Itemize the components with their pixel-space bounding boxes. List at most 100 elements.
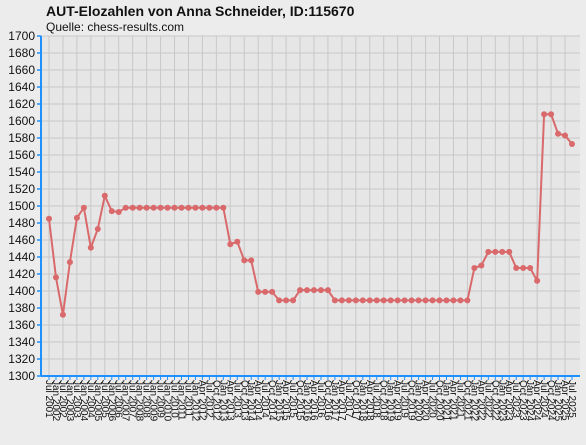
x-tick-label: Apr 2021: [447, 380, 458, 421]
x-tick-label: Jan 2008: [134, 380, 145, 422]
data-point: [317, 287, 324, 294]
x-tick-label: Jan 2010: [162, 380, 173, 422]
data-point: [527, 265, 534, 272]
data-point: [255, 288, 262, 295]
data-point: [366, 297, 373, 304]
data-point: [94, 225, 101, 232]
data-point: [534, 277, 541, 284]
data-point: [492, 248, 499, 255]
x-tick-label: Apr 2019: [392, 380, 403, 421]
y-tick-label: 1560: [8, 148, 35, 162]
y-tick-label: 1440: [8, 250, 35, 264]
x-tick-label: Jul 2019: [399, 380, 410, 418]
data-point: [485, 248, 492, 255]
x-tick-label: Jul 2003: [71, 380, 82, 418]
series-line: [48, 113, 573, 315]
x-tick-label: Jan 2021: [440, 380, 451, 422]
data-point: [234, 238, 241, 245]
x-tick-label: Oct 2019: [406, 380, 417, 421]
x-tick-label: Jan 2013: [217, 380, 228, 422]
x-tick-label: Apr 2017: [336, 380, 347, 421]
x-tick-label: Jul 2024: [538, 380, 549, 418]
x-tick-label: Apr 2023: [503, 380, 514, 421]
data-point: [178, 204, 185, 211]
y-tick-label: 1320: [8, 352, 35, 366]
data-point: [269, 288, 276, 295]
x-tick-label: Jul 2018: [371, 380, 382, 418]
x-tick-label: Oct 2015: [294, 380, 305, 421]
x-tick-label: Oct 2021: [461, 380, 472, 421]
x-tick-label: Jul 2008: [141, 380, 152, 418]
data-point: [157, 204, 164, 211]
x-tick-label: Apr 2018: [364, 380, 375, 421]
x-tick-label: Jan 2015: [273, 380, 284, 422]
y-tick-label: 1500: [8, 199, 35, 213]
data-point: [562, 132, 569, 139]
x-tick-label: Jul 2010: [169, 380, 180, 418]
x-tick-label: Jul 2002: [57, 380, 68, 418]
data-point: [394, 297, 401, 304]
y-tick-label: 1680: [8, 46, 35, 60]
x-tick-label: Apr 2012: [196, 380, 207, 421]
x-tick-label: Oct 2012: [210, 380, 221, 421]
x-tick-label: Jul 2012: [203, 380, 214, 418]
data-point: [401, 297, 408, 304]
x-tick-label: Jan 2007: [120, 380, 131, 422]
x-tick-label: Oct 2014: [266, 380, 277, 421]
x-tick-label: Jul 2007: [127, 380, 138, 418]
data-point: [352, 297, 359, 304]
y-tick-label: 1400: [8, 284, 35, 298]
x-tick-label: Jan 2025: [552, 380, 563, 422]
data-point: [164, 204, 171, 211]
data-point: [304, 287, 311, 294]
data-point: [464, 297, 471, 304]
y-tick-label: 1600: [8, 114, 35, 128]
y-tick-label: 1480: [8, 216, 35, 230]
data-point: [541, 111, 548, 118]
data-point: [262, 288, 269, 295]
data-point: [513, 265, 520, 272]
x-tick-label: Jul 2013: [231, 380, 242, 418]
x-tick-label: Apr 2020: [420, 380, 431, 421]
data-point: [422, 297, 429, 304]
y-tick-label: 1520: [8, 182, 35, 196]
x-tick-label: Apr 2014: [252, 380, 263, 421]
x-tick-label: Jul 2005: [99, 380, 110, 418]
data-point: [359, 297, 366, 304]
x-tick-label: Jan 2020: [413, 380, 424, 422]
y-tick-label: 1540: [8, 165, 35, 179]
data-point: [387, 297, 394, 304]
x-tick-label: Jan 2009: [148, 380, 159, 422]
x-tick-label: Oct 2020: [434, 380, 445, 421]
x-tick-label: Jul 2025: [566, 380, 577, 418]
x-tick-label: Jul 2015: [287, 380, 298, 418]
data-point: [87, 244, 94, 251]
data-point: [171, 204, 178, 211]
data-point: [471, 265, 478, 272]
x-tick-label: Apr 2016: [308, 380, 319, 421]
data-point: [548, 111, 555, 118]
data-point: [73, 214, 80, 221]
data-point: [569, 140, 575, 147]
x-tick-label: Apr 2025: [559, 380, 570, 421]
data-point: [380, 297, 387, 304]
data-point: [499, 248, 506, 255]
x-tick-label: Jan 2023: [496, 380, 507, 422]
data-point: [108, 208, 115, 215]
data-point: [206, 204, 213, 211]
x-tick-label: Jan 2002: [50, 380, 61, 422]
data-point: [136, 204, 143, 211]
y-tick-label: 1580: [8, 131, 35, 145]
data-point: [192, 204, 199, 211]
y-tick-label: 1660: [8, 63, 35, 77]
x-tick-label: Apr 2015: [280, 380, 291, 421]
x-tick-label: Jul 2011: [182, 380, 193, 418]
data-point: [450, 297, 457, 304]
data-point: [150, 204, 157, 211]
data-point: [129, 204, 136, 211]
x-tick-label: Jul 2022: [482, 380, 493, 418]
y-tick-label: 1360: [8, 318, 35, 332]
data-point: [59, 311, 66, 318]
x-tick-label: Oct 2023: [517, 380, 528, 421]
x-tick-label: Jan 2018: [357, 380, 368, 422]
